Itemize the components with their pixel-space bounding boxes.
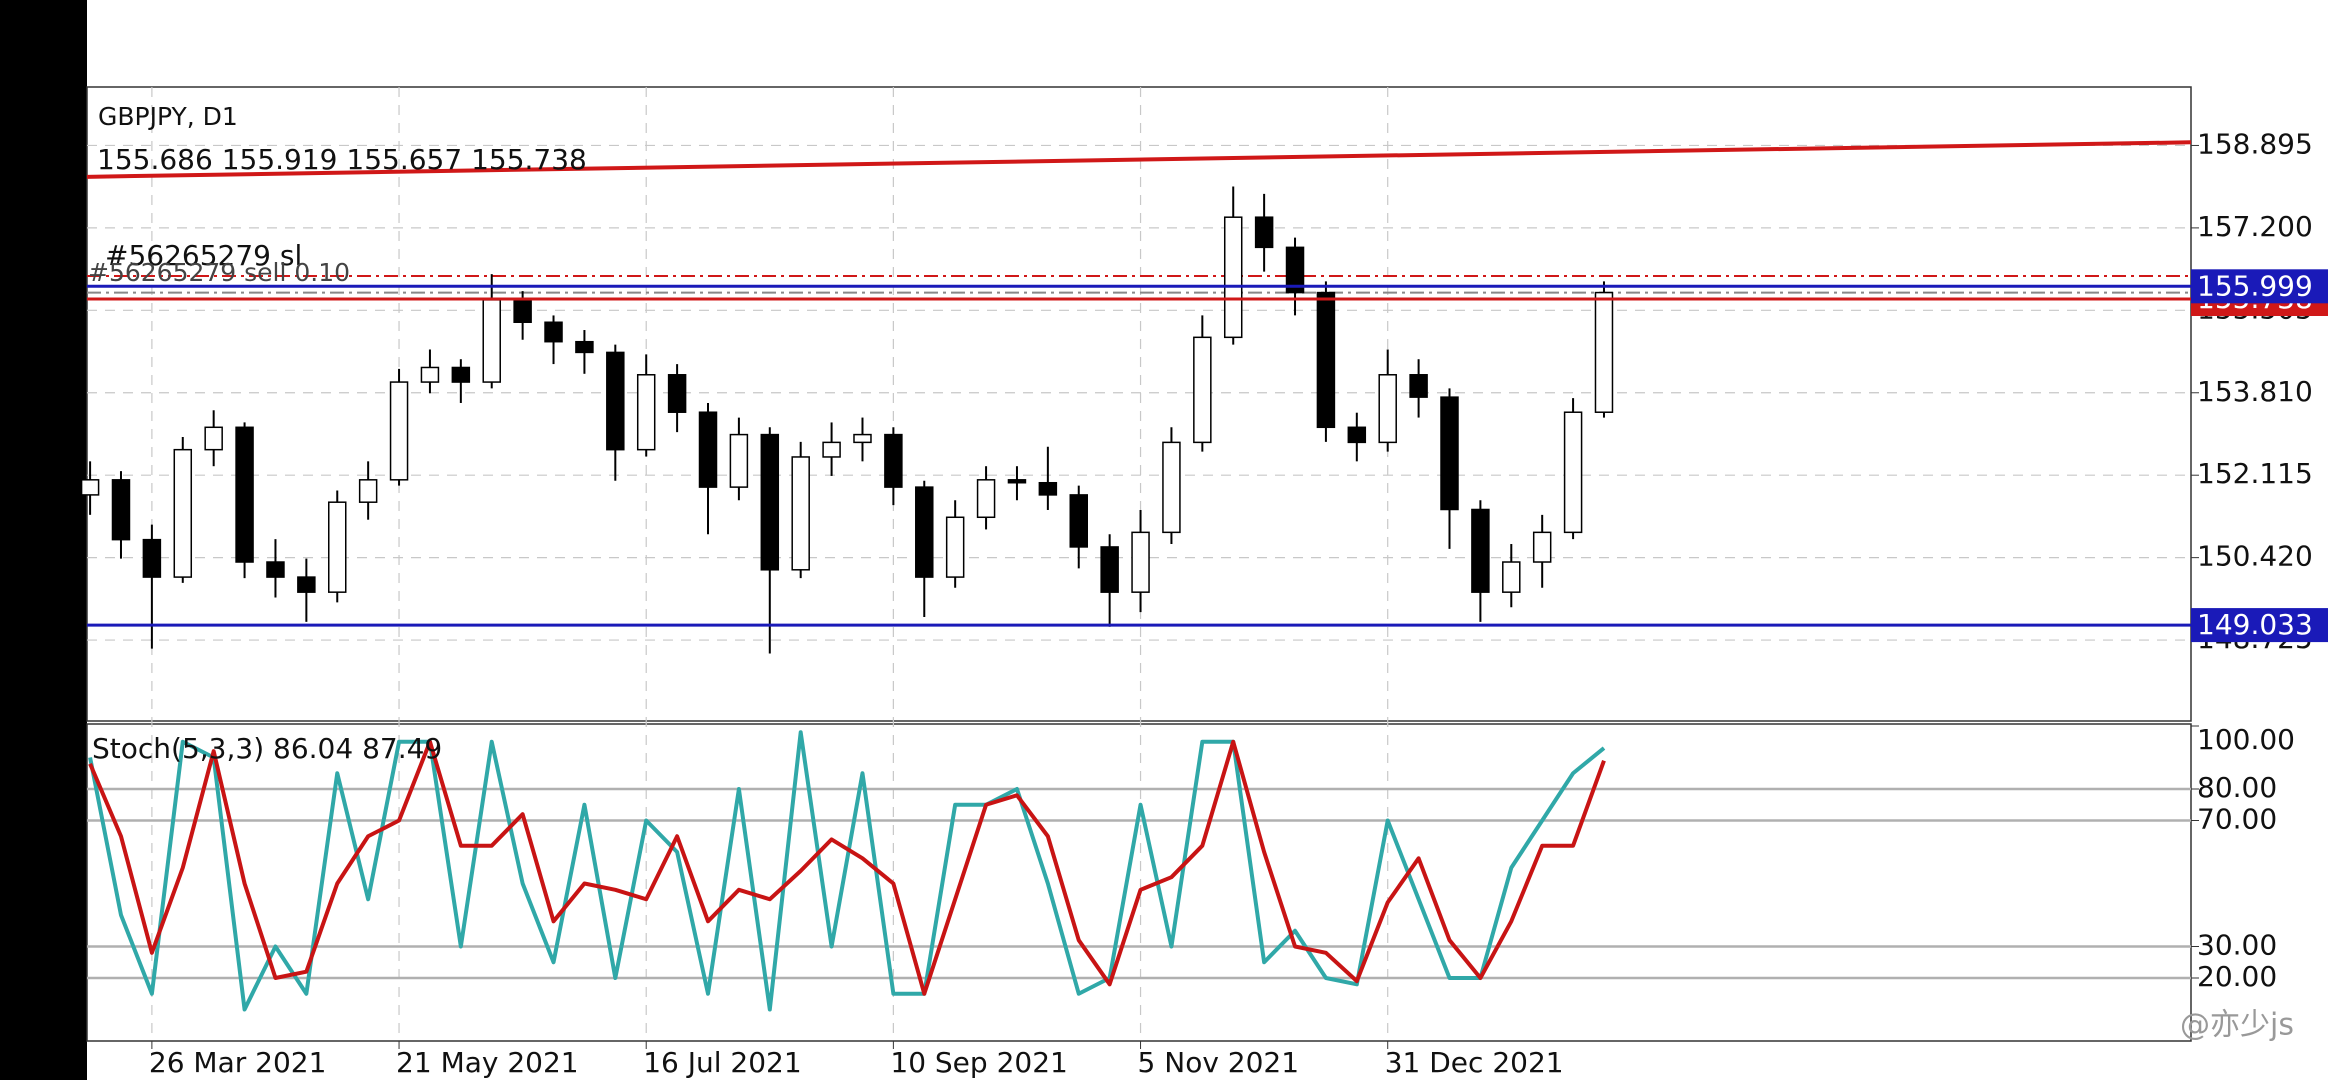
stoch-panel: [86, 723, 2192, 1042]
candle-body: [1254, 216, 1274, 249]
candle-body: [297, 576, 316, 593]
x-tick-label: 31 Dec 2021: [1385, 1046, 1564, 1079]
candle-body: [884, 433, 903, 488]
candle-body: [1193, 336, 1212, 444]
candle-body: [142, 538, 162, 578]
candle-body: [266, 561, 285, 578]
ohlc-readout: 155.686 155.919 155.657 155.738: [97, 143, 587, 176]
candle-body: [822, 441, 841, 458]
candle-body: [1440, 396, 1459, 511]
candle-body: [667, 374, 687, 413]
left-bar: [0, 0, 87, 1080]
candle-body: [945, 516, 965, 578]
candle-body: [1131, 531, 1150, 593]
x-tick-label: 16 Jul 2021: [643, 1046, 801, 1079]
candle-body: [1409, 374, 1428, 398]
candle-body: [1502, 561, 1521, 593]
candle-body: [1532, 531, 1552, 563]
watermark: @亦少js: [2180, 1008, 2294, 1043]
candle-body: [1285, 246, 1305, 294]
candle-body: [1378, 374, 1397, 444]
order-label: #56265279 sell 0.10: [88, 258, 350, 287]
candle-body: [1563, 411, 1583, 534]
stoch-line: [88, 730, 1606, 1012]
candle-body: [111, 479, 131, 541]
trendline: [86, 140, 2192, 179]
y-tick-label: 153.810: [2197, 375, 2313, 408]
y-tick-label: 80.00: [2197, 771, 2277, 804]
candle-body: [1038, 481, 1058, 496]
candle-body: [575, 340, 594, 354]
y-tick-label: 30.00: [2197, 929, 2277, 962]
price-badge-label: 155.999: [2197, 269, 2313, 302]
candle-body: [420, 366, 440, 383]
candle-body: [698, 411, 718, 488]
price-badge-label: 149.033: [2197, 608, 2313, 641]
y-tick-label: 157.200: [2197, 210, 2313, 243]
main-panel: [86, 86, 2192, 722]
candle-body: [1007, 479, 1027, 484]
candle-body: [1223, 216, 1243, 339]
price-badge: [2191, 608, 2328, 643]
candle-body: [791, 456, 810, 571]
chart-title: GBPJPY, D1: [98, 102, 238, 131]
y-tick-label: 158.895: [2197, 127, 2313, 160]
candle-body: [173, 448, 193, 578]
candle-body: [80, 479, 100, 496]
y-tick-label: 100.00: [2197, 723, 2295, 756]
candle-body: [1162, 441, 1181, 534]
candle-body: [544, 321, 563, 343]
candle-body: [358, 479, 378, 503]
price-badge: [2191, 269, 2328, 304]
candle-body: [482, 299, 501, 383]
candle-body: [760, 433, 780, 571]
candle-body: [389, 381, 409, 481]
candle-body: [204, 426, 223, 451]
candle-body: [853, 433, 872, 444]
y-tick-label: 150.420: [2197, 540, 2313, 573]
x-tick-label: 26 Mar 2021: [149, 1046, 327, 1079]
candle-body: [1100, 546, 1119, 593]
candle-body: [513, 299, 532, 323]
candle-body: [1069, 494, 1088, 548]
y-tick-label: 20.00: [2197, 960, 2277, 993]
y-tick-label: 152.115: [2197, 457, 2313, 490]
candle-body: [1316, 291, 1336, 429]
stoch-line: [88, 739, 1606, 996]
x-tick-label: 21 May 2021: [396, 1046, 579, 1079]
candle-body: [1471, 508, 1490, 593]
candle-body: [729, 433, 749, 488]
candle-body: [606, 351, 625, 451]
x-tick-label: 5 Nov 2021: [1138, 1046, 1300, 1079]
candle-body: [328, 501, 347, 593]
order-label: #56265279 sl: [105, 239, 302, 272]
indicator-title: Stoch(5,3,3) 86.04 87.49: [92, 732, 442, 765]
candle-body: [636, 374, 656, 451]
y-tick-label: 70.00: [2197, 803, 2277, 836]
candle-body: [451, 366, 471, 383]
candle-body: [976, 479, 996, 519]
candle-body: [235, 426, 254, 563]
candle-body: [915, 486, 934, 578]
candle-body: [1594, 291, 1614, 413]
candle-body: [1347, 426, 1367, 444]
x-tick-label: 10 Sep 2021: [890, 1046, 1067, 1079]
